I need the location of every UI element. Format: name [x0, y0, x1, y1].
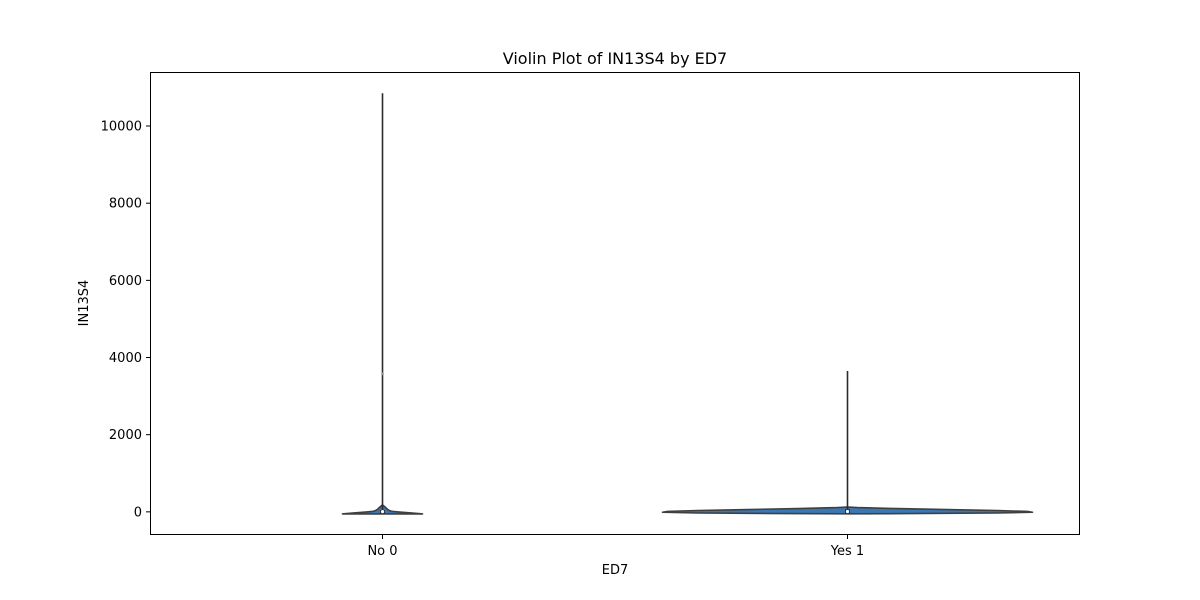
y-tick-label: 0: [134, 505, 142, 520]
y-axis: 0 2000 4000 6000 8000 10000: [101, 120, 150, 520]
plot-layer: [341, 93, 1034, 515]
chart-title: Violin Plot of IN13S4 by ED7: [503, 49, 727, 68]
y-tick-label: 10000: [101, 120, 142, 135]
violin-yes-1: [661, 371, 1034, 515]
y-tick-label: 4000: [109, 351, 142, 366]
x-tick-label: No 0: [367, 544, 397, 559]
violin-marker-point: [381, 372, 384, 376]
violin-median: [845, 509, 850, 514]
y-tick-label: 6000: [109, 274, 142, 289]
x-axis: No 0 Yes 1: [367, 535, 864, 559]
x-axis-label: ED7: [602, 563, 629, 578]
x-tick-label: Yes 1: [830, 544, 864, 559]
y-axis-label: IN13S4: [77, 280, 92, 327]
y-tick-label: 8000: [109, 197, 142, 212]
plot-frame: [150, 72, 1080, 535]
y-tick-label: 2000: [109, 428, 142, 443]
violin-median: [380, 510, 385, 514]
violin-no-0: [341, 93, 424, 515]
